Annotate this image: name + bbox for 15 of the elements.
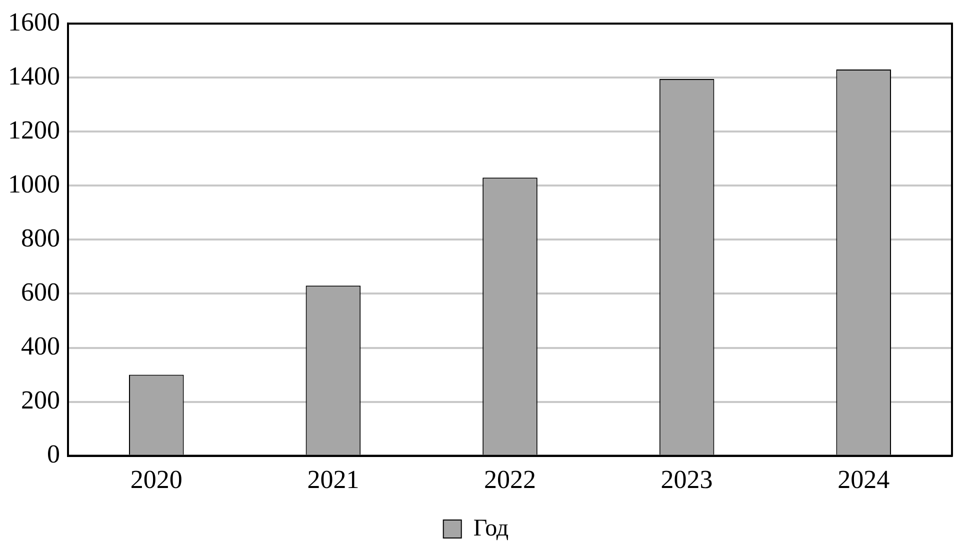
y-tick-label: 1000 <box>8 170 60 199</box>
y-tick-label: 600 <box>21 278 60 307</box>
y-tick-label: 1200 <box>8 115 60 144</box>
x-tick-label: 2023 <box>660 465 713 494</box>
y-tick-label: 1600 <box>8 7 60 36</box>
x-tick-label: 2022 <box>484 465 536 494</box>
y-tick-label: 200 <box>21 386 60 415</box>
y-tick-label: 800 <box>21 224 60 253</box>
x-tick-label: 2021 <box>307 465 360 494</box>
y-tick-label: 400 <box>21 332 60 361</box>
y-tick-label: 0 <box>47 440 60 469</box>
x-tick-label: 2020 <box>130 465 182 494</box>
legend-label: Год <box>473 515 509 542</box>
y-tick-label: 1400 <box>8 61 60 90</box>
x-tick-label: 2024 <box>838 465 890 494</box>
